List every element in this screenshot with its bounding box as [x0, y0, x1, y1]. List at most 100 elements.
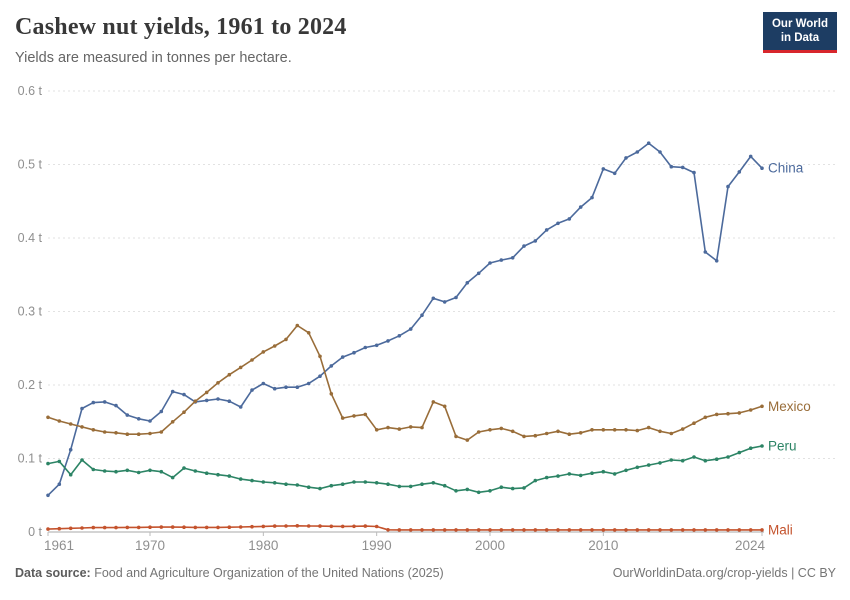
series-point-mali: [363, 524, 368, 528]
series-line-peru[interactable]: [47, 445, 763, 494]
series-point-mexico: [533, 433, 538, 438]
series-point-mali: [544, 528, 549, 532]
series-point-mexico: [272, 344, 277, 348]
series-line-mali[interactable]: [47, 525, 763, 531]
series-point-china: [499, 258, 504, 262]
series-point-china: [601, 167, 606, 171]
series-point-peru: [692, 455, 696, 459]
y-tick-label: 0.2 t: [18, 378, 43, 392]
series-point-mexico: [488, 428, 492, 432]
series-point-mexico: [306, 331, 311, 335]
series-label-mexico[interactable]: Mexico: [768, 399, 811, 414]
series-point-mexico: [601, 428, 606, 432]
series-point-mexico: [476, 430, 481, 434]
series-point-mexico: [204, 390, 209, 395]
series-label-peru[interactable]: Peru: [768, 439, 797, 454]
series-point-mali: [669, 528, 674, 532]
series-point-china: [170, 389, 175, 394]
footer-right: OurWorldinData.org/crop-yields | CC BY: [613, 566, 836, 580]
series-point-peru: [329, 483, 334, 488]
series-point-china: [465, 281, 470, 285]
series-point-peru: [204, 471, 209, 476]
series-point-peru: [386, 482, 390, 487]
series-point-mexico: [295, 323, 300, 328]
series-point-mexico: [340, 416, 345, 420]
series-point-peru: [601, 469, 606, 474]
series-line-mexico[interactable]: [47, 324, 763, 441]
series-point-mali: [136, 525, 141, 530]
series-point-peru: [680, 458, 685, 463]
series-point-peru: [590, 471, 594, 476]
series-point-mali: [408, 528, 413, 532]
series-point-mexico: [737, 411, 742, 415]
series-point-mexico: [374, 428, 379, 432]
series-point-china: [91, 400, 96, 405]
owid-url-link[interactable]: OurWorldinData.org/crop-yields: [612, 566, 788, 580]
series-point-mali: [57, 526, 62, 531]
series-point-mexico: [386, 425, 390, 430]
series-point-china: [567, 217, 572, 221]
series-point-mali: [658, 528, 662, 532]
series-point-peru: [522, 486, 526, 490]
series-point-mexico: [408, 425, 413, 429]
x-tick-label: 2024: [735, 538, 766, 553]
series-point-china: [431, 296, 436, 301]
data-source-label: Data source:: [15, 566, 91, 580]
series-point-china: [760, 166, 764, 170]
series-point-peru: [646, 463, 651, 467]
series-point-mexico: [159, 430, 164, 434]
series-point-mexico: [352, 414, 356, 418]
series-point-china: [295, 385, 300, 390]
series-point-mexico: [748, 408, 753, 412]
series-point-peru: [148, 468, 152, 473]
series-point-peru: [748, 446, 753, 451]
series-point-peru: [465, 487, 470, 492]
series-point-peru: [340, 482, 345, 487]
series-point-china: [408, 327, 413, 331]
series-point-mali: [318, 524, 322, 528]
series-point-peru: [125, 468, 130, 473]
owid-logo-line1: Our World: [771, 18, 828, 30]
series-point-mali: [612, 528, 617, 532]
owid-logo[interactable]: Our World in Data: [762, 12, 837, 53]
series-point-mali: [476, 528, 481, 532]
series-point-peru: [612, 472, 617, 476]
series-point-china: [80, 406, 84, 411]
series-point-mexico: [680, 427, 685, 431]
series-point-mali: [227, 525, 232, 529]
series-point-mexico: [193, 399, 198, 404]
series-point-mali: [91, 525, 96, 530]
series-point-mexico: [442, 404, 447, 409]
series-point-mali: [703, 528, 708, 532]
series-point-china: [590, 195, 594, 200]
series-point-china: [227, 399, 232, 404]
series-point-mexico: [46, 415, 50, 420]
series-point-china: [102, 400, 107, 404]
series-point-mali: [148, 525, 152, 529]
series-point-mexico: [91, 428, 96, 432]
series-point-mali: [159, 525, 164, 529]
series-point-mexico: [703, 415, 708, 420]
series-point-mexico: [612, 428, 617, 432]
series-point-mali: [533, 528, 538, 532]
series-point-china: [397, 334, 402, 338]
series-line-china[interactable]: [47, 142, 763, 497]
series-point-china: [352, 350, 356, 355]
series-point-mexico: [238, 365, 243, 370]
series-point-peru: [624, 468, 628, 473]
series-label-china[interactable]: China: [768, 161, 804, 176]
series-point-china: [261, 381, 266, 386]
series-point-mexico: [227, 372, 232, 377]
series-point-china: [386, 339, 390, 343]
series-point-mali: [454, 528, 458, 532]
series-point-mali: [522, 528, 526, 532]
owid-logo-line2: in Data: [780, 32, 820, 45]
series-point-peru: [136, 470, 141, 475]
series-point-mexico: [590, 428, 594, 432]
series-point-peru: [737, 450, 742, 455]
series-point-china: [68, 447, 73, 452]
series-point-china: [578, 205, 583, 209]
series-point-peru: [114, 469, 118, 474]
series-label-mali[interactable]: Mali: [768, 522, 793, 537]
